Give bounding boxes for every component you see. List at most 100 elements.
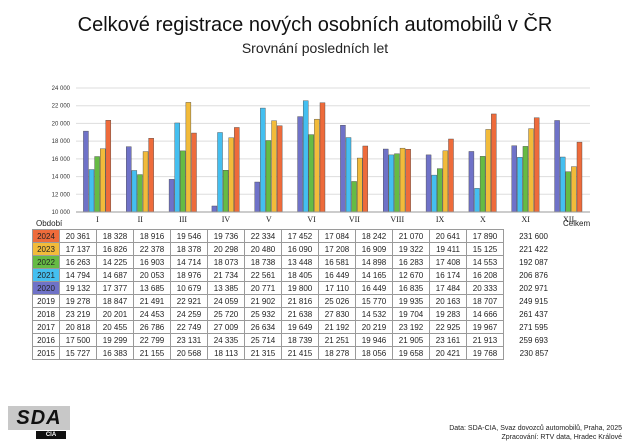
table-row: 2022 16 263 14 225 16 903 14 714 18 073 18 738… — [32, 255, 549, 269]
y-tick-label: 14 000 — [52, 175, 71, 181]
table-cell: 17 137 — [59, 242, 97, 256]
table-cell: 21 905 — [392, 333, 430, 347]
bar-2024-IV — [234, 127, 240, 213]
bar-2022-IX — [437, 168, 443, 213]
x-tick-label: V — [266, 215, 272, 224]
table-cell: 17 452 — [281, 229, 319, 243]
x-tick-label: VII — [349, 215, 360, 224]
y-tick-label: 22 000 — [52, 104, 71, 110]
table-cell: 21 070 — [392, 229, 430, 243]
bar-2021-X — [474, 188, 480, 213]
table-cell: 27 009 — [207, 320, 245, 334]
table-cell: 22 334 — [244, 229, 282, 243]
bar-2022-X — [479, 156, 486, 213]
table-cell: 24 059 — [207, 294, 245, 308]
bar-2021-VIII — [388, 154, 395, 213]
bar-2020-VIII — [383, 148, 389, 213]
table-cell: 20 771 — [244, 281, 282, 295]
bar-2024-XI — [533, 117, 540, 213]
x-tick-label: VI — [307, 215, 316, 224]
bar-2024-VIII — [405, 149, 411, 213]
table-cell: 16 909 — [355, 242, 393, 256]
y-tick-label: 16 000 — [52, 157, 71, 163]
table-cell: 16 581 — [318, 255, 356, 269]
bar-2022-II — [137, 174, 143, 213]
bar-2023-III — [185, 102, 192, 213]
table-cell: 17 500 — [59, 333, 97, 347]
table-cell: 26 634 — [244, 320, 282, 334]
table-cell: 19 768 — [466, 346, 504, 360]
table-cell: 18 739 — [281, 333, 319, 347]
table-cell: 24 259 — [170, 307, 208, 321]
table-cell: 20 568 — [170, 346, 208, 360]
table-cell: 22 799 — [133, 333, 171, 347]
table-row: 2020 19 132 17 377 13 685 10 679 13 385 20 771… — [32, 281, 549, 295]
table-cell: 27 830 — [318, 307, 356, 321]
bar-2022-I — [94, 156, 100, 213]
table-cell: 13 685 — [133, 281, 171, 295]
table-cell: 23 219 — [59, 307, 97, 321]
table-row: 2015 15 727 16 383 21 155 20 568 18 113 21 315… — [32, 346, 549, 360]
table-cell: 18 278 — [318, 346, 356, 360]
bar-2023-V — [271, 120, 277, 213]
bar-2023-X — [485, 129, 491, 213]
year-cell: 2022 — [32, 255, 60, 269]
table-cell: 19 299 — [96, 333, 134, 347]
table-cell: 21 155 — [133, 346, 171, 360]
bar-2023-II — [142, 151, 149, 213]
table-cell: 20 421 — [429, 346, 467, 360]
total-cell: 230 857 — [519, 348, 549, 358]
x-tick-label: X — [480, 215, 486, 224]
x-tick-label: I — [96, 215, 99, 224]
x-tick-label: IV — [222, 215, 231, 224]
table-cell: 17 084 — [318, 229, 356, 243]
bar-2022-XII — [565, 171, 571, 213]
table-cell: 20 219 — [355, 320, 393, 334]
table-cell: 16 826 — [96, 242, 134, 256]
table-cell: 14 714 — [170, 255, 208, 269]
bar-2024-XII — [576, 141, 583, 213]
bar-2020-V — [254, 181, 260, 213]
table-cell: 17 110 — [318, 281, 356, 295]
bar-2021-I — [88, 169, 95, 213]
table-cell: 21 734 — [207, 268, 245, 282]
bar-2020-VII — [340, 124, 346, 213]
year-cell: 2020 — [32, 281, 60, 295]
bar-2021-II — [131, 170, 138, 213]
bar-2021-IV — [217, 132, 223, 213]
table-cell: 20 361 — [59, 229, 97, 243]
logo-subtext: CIA — [36, 431, 66, 439]
table-row: 2024 20 361 18 328 18 916 19 546 19 736 22 334… — [32, 229, 549, 243]
table-cell: 18 405 — [281, 268, 319, 282]
table-cell: 21 192 — [318, 320, 356, 334]
sda-logo: SDA CIA — [8, 406, 70, 440]
table-cell: 21 913 — [466, 333, 504, 347]
table-cell: 15 125 — [466, 242, 504, 256]
chart-title: Celkové registrace nových osobních autom… — [77, 14, 553, 36]
bar-2022-XI — [522, 146, 529, 213]
x-tick-label: III — [179, 215, 187, 224]
year-cell: 2024 — [32, 229, 60, 243]
table-cell: 19 649 — [281, 320, 319, 334]
table-row: 2019 19 278 18 847 21 491 22 921 24 059 21 902… — [32, 294, 549, 308]
bar-2023-IV — [228, 137, 234, 213]
bar-chart: 10 000 12 000 14 000 16 000 18 000 20 000 22 0… — [52, 86, 590, 224]
period-column-header: Období — [36, 219, 63, 228]
bar-2022-V — [265, 140, 272, 213]
bar-2024-II — [148, 138, 154, 213]
table-cell: 14 794 — [59, 268, 97, 282]
bar-2024-VI — [319, 102, 326, 213]
bar-2020-X — [468, 151, 475, 213]
x-tick-label: XI — [522, 215, 531, 224]
bar-2024-III — [191, 132, 197, 213]
table-cell: 18 847 — [96, 294, 134, 308]
table-cell: 19 935 — [392, 294, 430, 308]
table-cell: 23 131 — [170, 333, 208, 347]
bar-2021-XII — [559, 156, 566, 213]
table-cell: 20 818 — [59, 320, 97, 334]
table-row: 2018 23 219 20 201 24 453 24 259 25 720 25 932… — [32, 307, 549, 321]
table-cell: 18 378 — [170, 242, 208, 256]
y-tick-label: 12 000 — [52, 192, 71, 198]
table-cell: 16 263 — [59, 255, 97, 269]
total-cell: 249 915 — [519, 296, 548, 306]
